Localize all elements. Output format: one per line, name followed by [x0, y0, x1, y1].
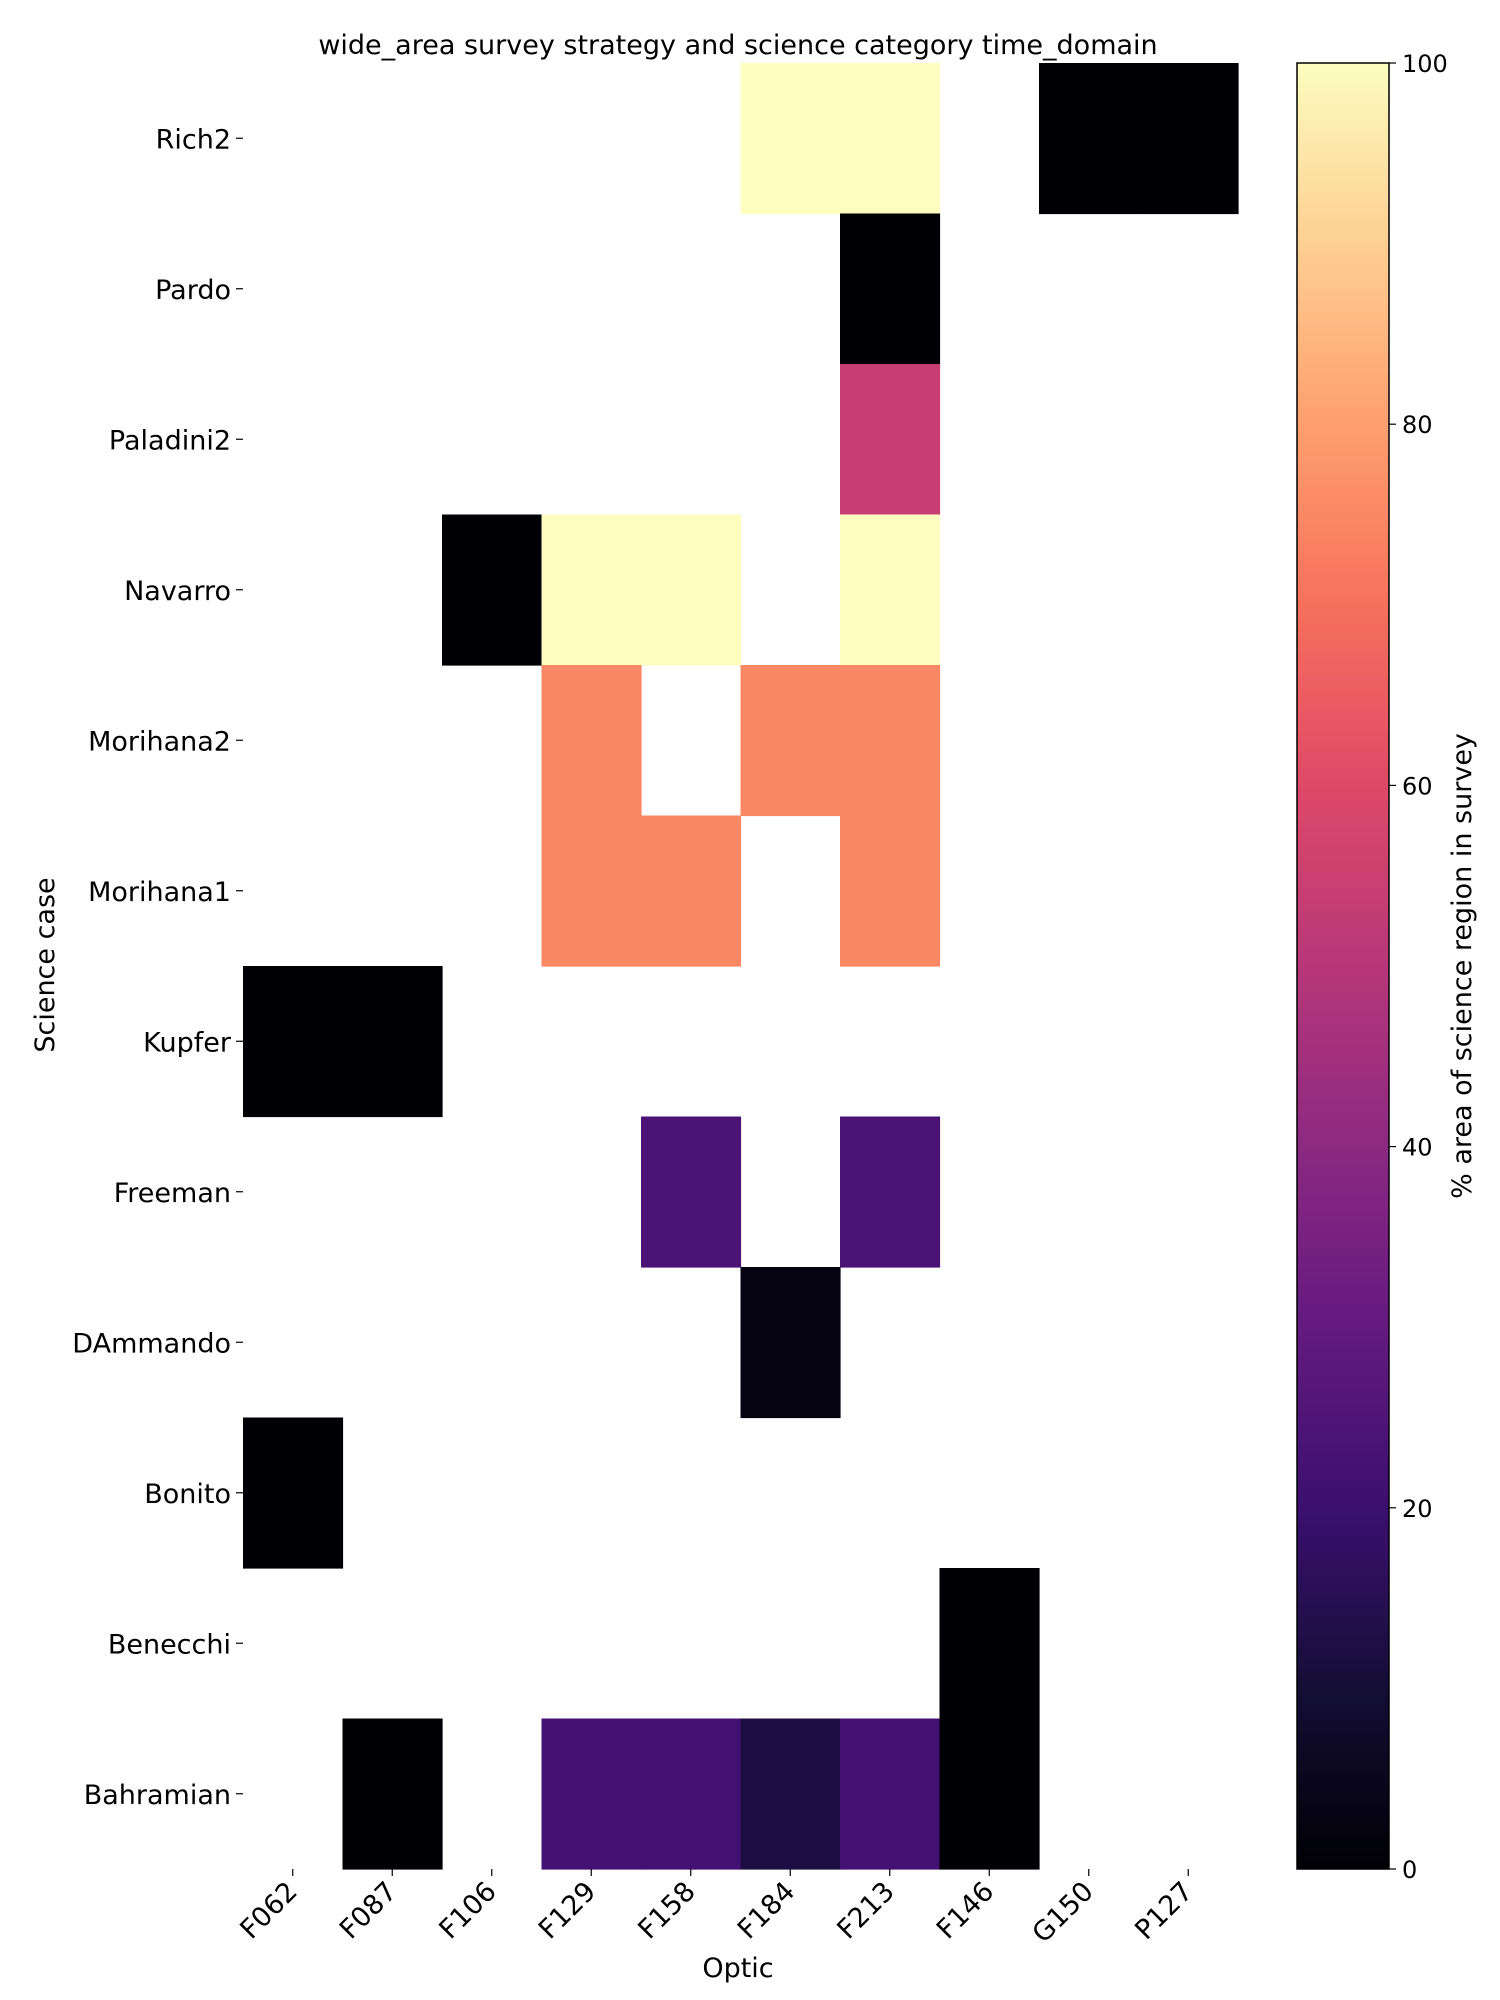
colorbar-tick-label: 80 — [1402, 411, 1433, 439]
x-tick-label: F106 — [433, 1876, 502, 1945]
x-axis: F062 F087 F106 F129 F158 F184 F213 F146 G150 P127 — [234, 1869, 1199, 1949]
heatmap-cell — [541, 514, 642, 666]
heatmap-cell — [541, 1718, 642, 1870]
heatmap-cell — [939, 1718, 1040, 1870]
y-tick-label: Rich2 — [156, 124, 231, 155]
x-tick-label: P127 — [1129, 1876, 1199, 1946]
x-tick-label: F062 — [234, 1876, 303, 1945]
heatmap-cell — [541, 665, 642, 817]
heatmap-cell — [740, 665, 841, 817]
heatmap-cell — [840, 364, 941, 516]
y-tick-label: DAmmando — [72, 1328, 231, 1359]
heatmap-cell — [641, 1718, 742, 1870]
heatmap-cells — [243, 63, 1239, 1870]
x-tick-label: F213 — [831, 1876, 900, 1945]
heatmap-cell — [342, 1718, 443, 1870]
heatmap-cell — [840, 213, 941, 365]
x-tick-label: F146 — [931, 1876, 1000, 1945]
colorbar-tick-label: 100 — [1402, 50, 1448, 78]
colorbar: 0 20 40 60 80 100 % area of science region in… — [1296, 50, 1478, 1884]
heatmap-cell — [840, 815, 941, 967]
heatmap-cell — [840, 665, 941, 817]
heatmap-cell — [641, 815, 742, 967]
y-axis-label: Science case — [30, 877, 61, 1052]
heatmap-cell — [243, 966, 344, 1118]
heatmap-cell — [1138, 63, 1239, 215]
y-tick-label: Morihana2 — [88, 726, 231, 757]
chart-title: wide_area survey strategy and science ca… — [318, 30, 1157, 61]
x-tick-label: F184 — [732, 1876, 801, 1945]
x-tick-label: G150 — [1027, 1876, 1100, 1949]
heatmap-cell — [740, 1267, 841, 1419]
heatmap-cell — [1039, 63, 1140, 215]
heatmap-cell — [541, 815, 642, 967]
heatmap-cell — [840, 63, 941, 215]
colorbar-tick-label: 40 — [1402, 1134, 1433, 1162]
y-tick-label: Bahramian — [84, 1780, 231, 1811]
heatmap-cell — [243, 1417, 344, 1569]
y-tick-label: Kupfer — [143, 1027, 232, 1058]
y-tick-label: Morihana1 — [88, 877, 231, 908]
heatmap-cell — [442, 514, 543, 666]
heatmap-cell — [740, 63, 841, 215]
y-tick-label: Navarro — [124, 576, 231, 607]
heatmap-cell — [840, 1718, 941, 1870]
colorbar-label: % area of science region in survey — [1447, 733, 1478, 1199]
heatmap-cell — [840, 514, 941, 666]
heatmap-cell — [641, 1116, 742, 1268]
x-tick-label: F129 — [533, 1876, 602, 1945]
colorbar-tick-label: 0 — [1402, 1856, 1417, 1884]
colorbar-tick-label: 60 — [1402, 772, 1433, 800]
x-axis-label: Optic — [702, 1953, 773, 1984]
y-tick-label: Bonito — [144, 1479, 231, 1510]
y-tick-label: Benecchi — [108, 1629, 231, 1660]
colorbar-ticks: 0 20 40 60 80 100 — [1389, 50, 1448, 1884]
colorbar-tick-label: 20 — [1402, 1495, 1433, 1523]
heatmap-cell — [740, 1718, 841, 1870]
x-tick-label: F087 — [334, 1876, 403, 1945]
y-tick-label: Freeman — [114, 1178, 231, 1209]
y-tick-label: Paladini2 — [109, 425, 231, 456]
y-axis: Rich2 Pardo Paladini2 Navarro Morihana2 Morih… — [72, 124, 243, 1811]
x-tick-label: F158 — [632, 1876, 701, 1945]
heatmap-cell — [939, 1568, 1040, 1720]
heatmap-cell — [641, 514, 742, 666]
y-tick-label: Pardo — [155, 275, 231, 306]
heatmap-cell — [840, 1116, 941, 1268]
colorbar-gradient — [1296, 62, 1390, 1870]
heatmap-cell — [342, 966, 443, 1118]
